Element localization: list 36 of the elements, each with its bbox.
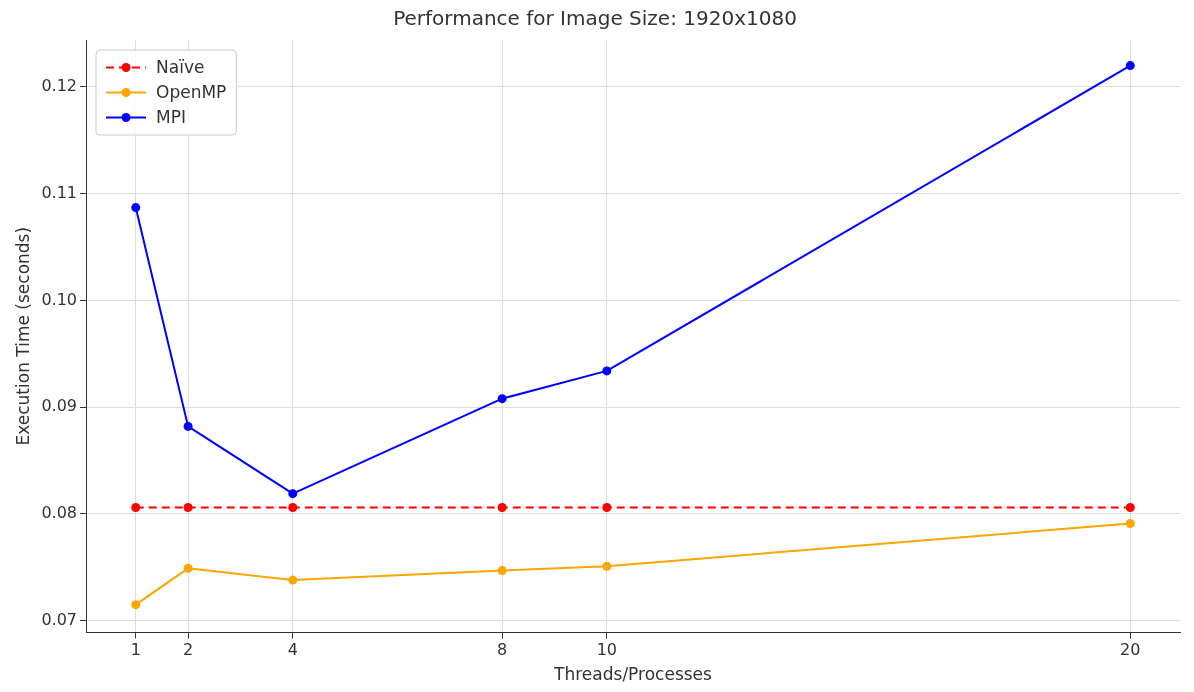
point: [1125, 503, 1135, 513]
point: [288, 489, 298, 499]
y-tick-label: 0.12: [41, 76, 78, 96]
x-tick-label: 8: [497, 640, 508, 660]
y-tick-label: 0.07: [41, 609, 78, 629]
chart-title: Performance for Image Size: 1920x1080: [393, 6, 797, 31]
x-tick-label: 1: [130, 640, 141, 660]
x-tick-label: 4: [287, 640, 298, 660]
point: [497, 394, 507, 404]
point: [131, 600, 141, 610]
y-tick-label: 0.11: [41, 182, 78, 202]
point: [1125, 61, 1135, 71]
y-axis-title: Execution Time (seconds): [12, 226, 33, 446]
legend-label: OpenMP: [156, 81, 227, 102]
legend-label: Naïve: [156, 56, 205, 77]
point: [497, 503, 507, 513]
point: [183, 503, 193, 513]
y-tick-label: 0.10: [41, 289, 78, 309]
point: [288, 503, 298, 513]
x-tick-label: 2: [183, 640, 194, 660]
x-tick-label: 20: [1120, 640, 1141, 660]
point: [288, 575, 298, 585]
point: [183, 563, 193, 573]
x-tick-label: 10: [596, 640, 618, 660]
point: [183, 421, 193, 431]
point: [602, 561, 612, 571]
point: [497, 565, 507, 575]
point: [1125, 519, 1135, 529]
point: [131, 203, 141, 213]
point: [602, 366, 612, 376]
point: [131, 503, 141, 513]
point: [602, 503, 612, 513]
legend-label: MPI: [156, 106, 186, 127]
x-axis-title: Threads/Processes: [553, 664, 713, 685]
y-tick-label: 0.08: [41, 503, 78, 523]
y-tick-label: 0.09: [41, 396, 78, 416]
